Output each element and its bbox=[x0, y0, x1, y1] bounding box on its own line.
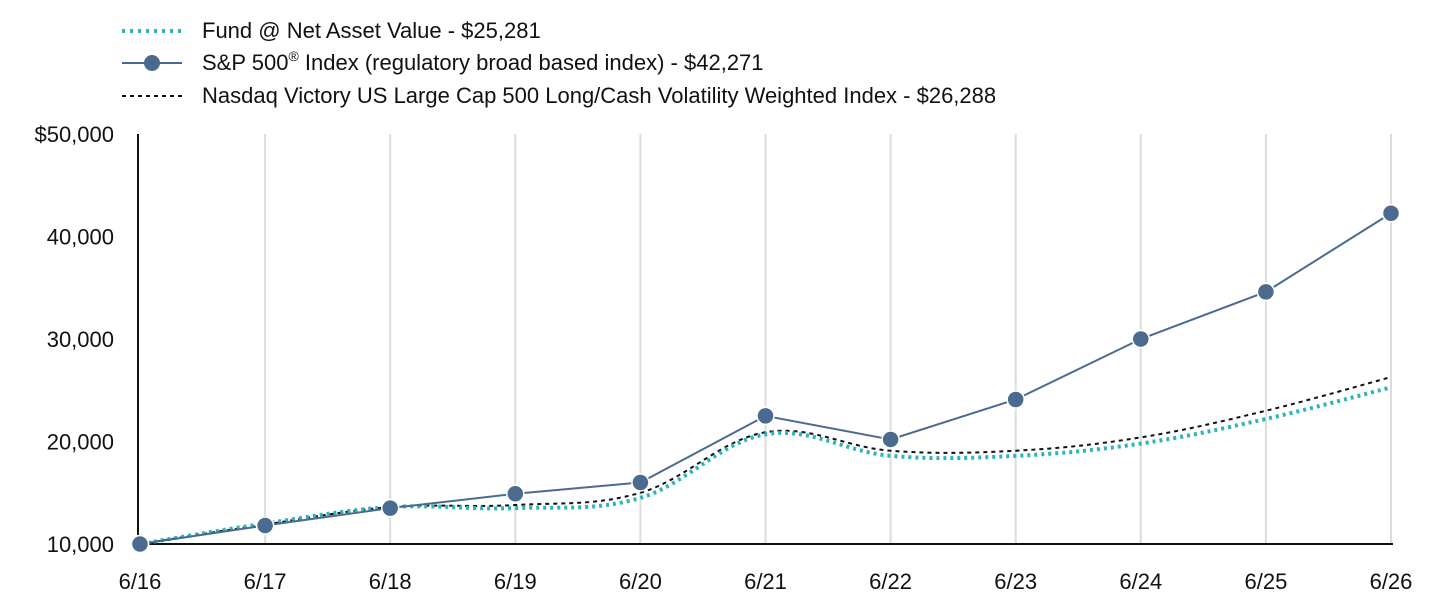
x-tick-label: 6/22 bbox=[869, 569, 912, 594]
sp500-point-6/25 bbox=[1256, 282, 1276, 302]
sp500-point-6/22 bbox=[881, 430, 900, 449]
sp500-point-6/17 bbox=[255, 516, 275, 535]
legend-label-sp500: S&P 500® Index (regulatory broad based i… bbox=[202, 48, 764, 75]
legend-item-nasdaq: Nasdaq Victory US Large Cap 500 Long/Cas… bbox=[122, 83, 996, 108]
y-tick-label: 20,000 bbox=[47, 430, 114, 455]
legend-label-nasdaq: Nasdaq Victory US Large Cap 500 Long/Cas… bbox=[202, 83, 996, 108]
x-tick-label: 6/17 bbox=[244, 569, 287, 594]
x-tick-label: 6/23 bbox=[994, 569, 1037, 594]
x-tick-label: 6/20 bbox=[619, 569, 662, 594]
sp500-point-6/23 bbox=[1006, 390, 1025, 409]
axes bbox=[137, 134, 1393, 545]
legend-item-sp500: S&P 500® Index (regulatory broad based i… bbox=[122, 48, 764, 75]
x-tick-label: 6/19 bbox=[494, 569, 537, 594]
sp500-point-6/24 bbox=[1131, 329, 1151, 349]
sp500-point-6/26 bbox=[1381, 203, 1401, 223]
sp500-point-6/19 bbox=[506, 484, 525, 504]
legend-marker-sp500 bbox=[144, 55, 160, 71]
series-layer bbox=[130, 203, 1401, 554]
y-tick-label: 40,000 bbox=[47, 225, 114, 250]
legend-label-fund: Fund @ Net Asset Value - $25,281 bbox=[202, 18, 541, 43]
x-tick-label: 6/21 bbox=[744, 569, 787, 594]
x-tick-label: 6/18 bbox=[369, 569, 412, 594]
x-tick-label: 6/24 bbox=[1119, 569, 1162, 594]
series-line-nasdaq bbox=[139, 376, 1392, 545]
x-tick-label: 6/16 bbox=[119, 569, 162, 594]
sp500-point-6/21 bbox=[756, 406, 775, 426]
x-tick-label: 6/25 bbox=[1244, 569, 1287, 594]
y-tick-label: 30,000 bbox=[47, 327, 114, 352]
grid bbox=[264, 134, 1392, 544]
series-line-fund bbox=[139, 385, 1392, 546]
sp500-point-6/16 bbox=[130, 534, 150, 554]
tick-labels: 6/16 6/17 6/18 6/19 6/20 6/21 6/22 6/23 6/24 6/25… bbox=[34, 122, 1412, 594]
x-tick-label: 6/26 bbox=[1370, 569, 1413, 594]
legend: Fund @ Net Asset Value - $25,281 S&P 500… bbox=[122, 18, 996, 108]
y-tick-label: $50,000 bbox=[34, 122, 114, 147]
y-tick-label: 10,000 bbox=[47, 532, 114, 557]
legend-item-fund: Fund @ Net Asset Value - $25,281 bbox=[122, 18, 541, 43]
sp500-point-6/18 bbox=[380, 498, 400, 518]
sp500-point-6/20 bbox=[631, 473, 650, 492]
